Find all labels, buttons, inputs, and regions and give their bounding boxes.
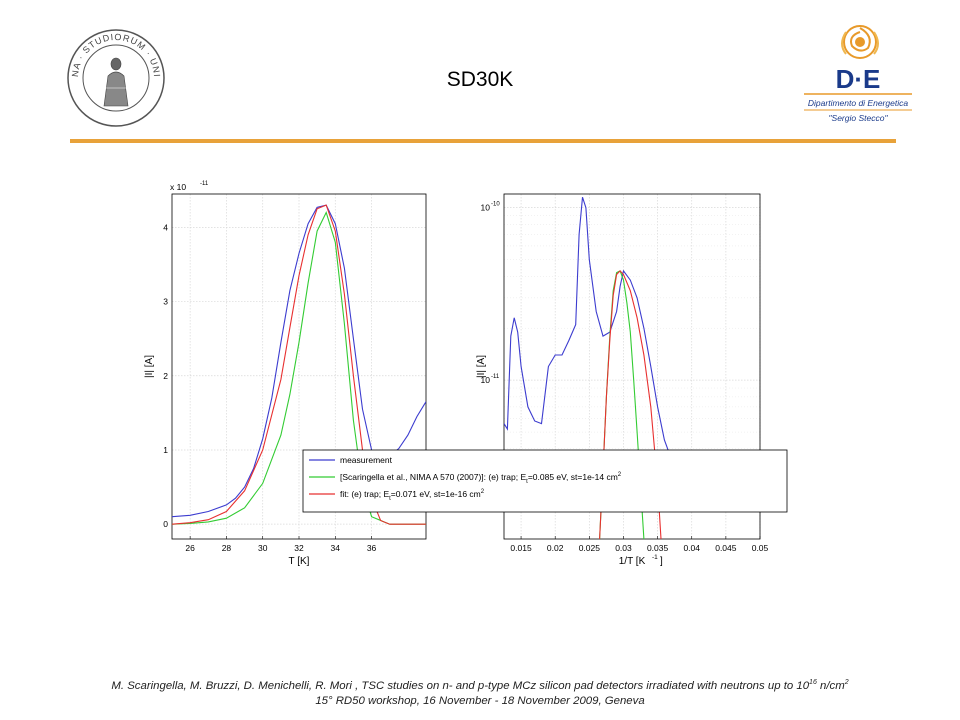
x-axis-label-power: -1	[652, 554, 658, 561]
x-tick-label: 0.02	[547, 543, 564, 553]
x-tick-label: 0.04	[683, 543, 700, 553]
plot-frame	[503, 193, 761, 540]
y-axis-label: |I| [A]	[476, 355, 487, 378]
y-exponent-power: -11	[200, 181, 209, 187]
sun-swirl-icon	[841, 25, 879, 59]
y-tick-label: 1	[163, 445, 168, 455]
y-axis-label: |I| [A]	[144, 355, 155, 378]
series-line-3	[172, 204, 426, 525]
x-tick-label: 34	[331, 543, 341, 553]
x-tick-label: 28	[222, 543, 232, 553]
y-tick-label: 0	[163, 519, 168, 529]
x-tick-label: 0.035	[647, 543, 669, 553]
x-axis-label: 1/T [K	[619, 556, 646, 567]
x-axis-label: T [K]	[289, 556, 310, 567]
x-tick-label: 0.03	[615, 543, 632, 553]
logo-line-1: Dipartimento di Energetica	[808, 98, 908, 108]
series-line-1	[504, 197, 760, 491]
x-tick-label: 0.015	[510, 543, 532, 553]
series-line-3	[599, 270, 662, 539]
x-tick-label: 30	[258, 543, 268, 553]
y-tick-label: 10	[481, 203, 491, 213]
x-tick-label: 0.05	[752, 543, 769, 553]
legend: measurement [Scaringella et al., NIMA A 5…	[302, 449, 788, 513]
university-seal-logo: FLORENTINA · STUDIORUM · UNIVERSITAS	[66, 28, 165, 127]
y-tick-power: -11	[491, 374, 500, 380]
y-tick-power: -10	[491, 202, 500, 208]
legend-box	[302, 449, 788, 513]
header-divider	[70, 139, 896, 143]
x-axis-label-close: ]	[660, 556, 663, 567]
department-logo: D·E Dipartimento di Energetica "Sergio S…	[804, 25, 912, 123]
x-tick-label: 32	[294, 543, 304, 553]
legend-label: fit: (e) trap; Et=0.071 eV, st=1e-16 cm2	[340, 489, 485, 502]
legend-label: measurement	[340, 455, 393, 465]
footer-line-2: 15° RD50 workshop, 16 November - 18 Nove…	[315, 694, 645, 707]
x-tick-label: 36	[367, 543, 377, 553]
y-exponent-label: x 10	[170, 182, 186, 192]
x-tick-label: 26	[185, 543, 195, 553]
footer-citation: M. Scaringella, M. Bruzzi, D. Menichelli…	[0, 675, 960, 709]
x-tick-label: 0.025	[579, 543, 601, 553]
page-title: SD30K	[446, 68, 514, 91]
x-tick-label: 0.045	[715, 543, 737, 553]
legend-label: [Scaringella et al., NIMA A 570 (2007)]:…	[340, 472, 622, 485]
y-tick-label: 2	[163, 371, 168, 381]
logo-line-2: "Sergio Stecco"	[829, 113, 889, 123]
y-tick-label: 10	[481, 375, 491, 385]
logo-mark: D·E	[836, 64, 881, 94]
y-tick-label: 4	[163, 222, 168, 232]
y-tick-label: 3	[163, 297, 168, 307]
plot-frame	[171, 193, 427, 540]
footer-line-1: M. Scaringella, M. Bruzzi, D. Menichelli…	[111, 679, 849, 692]
